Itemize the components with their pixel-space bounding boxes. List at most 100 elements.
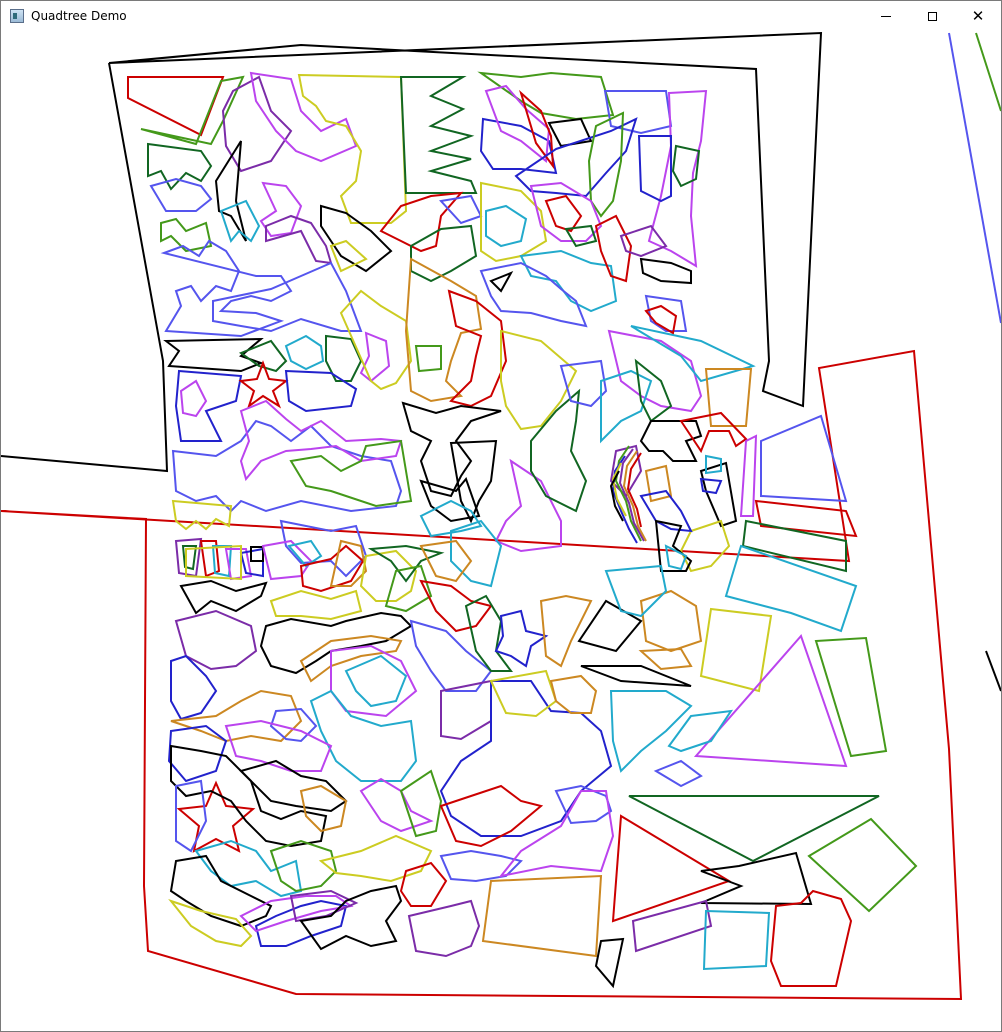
polygon-orange-10 <box>170 689 303 743</box>
polygon-black-16 <box>577 599 643 653</box>
polygon-magenta-1 <box>249 71 358 163</box>
polygon-olive-2 <box>329 239 368 273</box>
polygon-black-9 <box>449 439 498 524</box>
polygon-purple-3 <box>619 224 668 258</box>
polygon-olive-7 <box>679 519 731 573</box>
polygon-magenta-11 <box>739 434 758 517</box>
minimize-button[interactable] <box>863 1 909 31</box>
polygon-orange-13 <box>481 874 603 958</box>
polygon-cyan-8 <box>630 325 756 383</box>
polygon-green-15 <box>464 594 513 672</box>
polygon-black-19 <box>239 759 348 813</box>
polygon-magenta-3 <box>484 84 551 163</box>
polygon-orange-9 <box>638 647 693 671</box>
polygon-cyan-12 <box>604 564 668 618</box>
polygon-black-8 <box>401 401 502 498</box>
polygon-blue-5 <box>284 369 358 413</box>
polygon-olive-11 <box>489 669 558 718</box>
polygon-cluster-1 <box>174 537 203 578</box>
dense-band-6 <box>611 462 627 517</box>
polygon-purple-1 <box>221 75 293 173</box>
polygon-olive-6 <box>171 499 233 531</box>
polygon-magenta-18 <box>498 790 615 878</box>
maximize-button[interactable] <box>909 1 955 31</box>
polygon-blue-8 <box>170 654 218 721</box>
polygon-lime-4 <box>384 564 433 613</box>
polygon-blue-1 <box>479 117 558 175</box>
polygon-green-6 <box>410 224 478 283</box>
polygon-cyan-19 <box>702 909 771 971</box>
polygon-green-4 <box>399 76 478 194</box>
polygon-violet-9 <box>279 519 368 578</box>
polygon-purple-4 <box>609 444 643 498</box>
polygon-black-22 <box>700 851 813 906</box>
polygon-red-6 <box>644 304 678 335</box>
polygon-green-9 <box>325 334 363 382</box>
polygon-black-2 <box>214 140 247 242</box>
polygon-magenta-2 <box>259 181 303 238</box>
polygon-green-16 <box>399 769 443 838</box>
polygon-cyan-14 <box>344 654 408 708</box>
polygon-red-star-2 <box>176 780 256 853</box>
polygon-olive-4 <box>339 289 413 391</box>
polygon-violet-3 <box>212 261 363 333</box>
polygon-red-3 <box>379 191 464 253</box>
close-icon: ✕ <box>971 6 985 25</box>
app-window-icon <box>10 9 24 23</box>
polygon-cyan-5 <box>419 499 483 538</box>
polygon-cyan-2 <box>485 204 528 248</box>
polygon-red-12 <box>399 861 448 907</box>
polygon-purple-7 <box>289 889 359 923</box>
polygon-lime-6 <box>807 817 918 913</box>
polygon-cluster-8 <box>250 546 264 562</box>
polygon-olive-13 <box>168 898 253 948</box>
polygon-blue-12 <box>254 899 348 947</box>
polygon-violet-10 <box>559 359 608 408</box>
polygon-black-6 <box>639 257 692 285</box>
polygon-magenta-13 <box>693 634 848 768</box>
polygon-violet-15 <box>175 779 208 853</box>
polygon-green-10 <box>289 439 413 508</box>
polygon-violet-16 <box>439 849 523 883</box>
polygon-black-20 <box>169 854 273 928</box>
dense-band-3 <box>622 450 647 542</box>
polygon-olive-9 <box>269 589 363 621</box>
polygon-magenta-16 <box>359 777 434 833</box>
polygon-violet-14 <box>653 759 703 788</box>
polygon-red-large <box>1 349 963 1001</box>
polygon-green-11 <box>530 388 588 513</box>
close-button[interactable]: ✕ <box>955 1 1001 31</box>
quadtree-canvas[interactable] <box>1 31 1001 1031</box>
polygon-red-13 <box>439 784 544 848</box>
polygon-cyan-15 <box>309 689 418 782</box>
polygon-purple-5 <box>174 609 258 671</box>
polygon-orange-12 <box>299 784 348 833</box>
polygon-black-3 <box>320 204 393 273</box>
polygon-green-14 <box>367 544 445 583</box>
polygon-cluster-6 <box>239 547 264 578</box>
polygon-orange-11 <box>549 674 598 714</box>
dense-band-7 <box>609 470 624 522</box>
minimize-icon <box>881 15 891 17</box>
polygon-red-star-1 <box>238 360 289 409</box>
polygon-cluster-5 <box>224 548 253 581</box>
polygon-violet-8 <box>171 419 403 513</box>
polygon-purple-8 <box>407 899 481 958</box>
title-bar[interactable]: Quadtree Demo ✕ <box>1 1 1001 31</box>
polygon-black-7 <box>163 337 264 373</box>
polygon-cyan-10 <box>664 544 688 571</box>
polygon-purple-2 <box>265 214 333 265</box>
polygon-olive-5 <box>500 329 578 431</box>
polygon-red-1 <box>127 76 225 137</box>
polygon-violet-7 <box>644 294 688 332</box>
polygon-violet-6 <box>479 261 588 328</box>
polygon-orange-3 <box>644 464 673 503</box>
polygon-black-large <box>108 31 823 408</box>
polygon-black-5 <box>489 271 514 293</box>
polygon-violet-11 <box>760 414 848 503</box>
polygon-green-17 <box>269 839 338 893</box>
polygon-cluster-7 <box>185 544 242 581</box>
polygon-blue-10 <box>167 724 228 783</box>
polygon-red-5 <box>594 214 633 283</box>
